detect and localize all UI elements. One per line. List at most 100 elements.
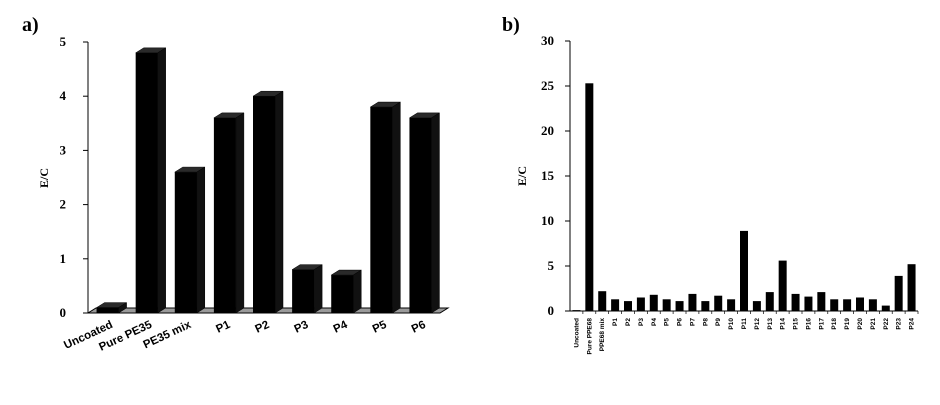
y-tick-label-b: 30 <box>541 33 554 48</box>
x-tick-label-b: P18 <box>831 318 838 330</box>
bar-front-a <box>96 307 119 313</box>
bar-b <box>894 275 903 311</box>
x-tick-label-a: P4 <box>332 319 350 336</box>
y-tick-label-b: 20 <box>541 123 554 138</box>
x-tick-label-b: P5 <box>664 318 671 326</box>
x-tick-label-b: P2 <box>625 318 632 326</box>
bar-side-a <box>196 166 206 314</box>
x-tick-label-b: P3 <box>638 318 645 326</box>
bar-side-a <box>431 112 440 314</box>
bar-side-a <box>352 269 362 314</box>
panel-label-b: b) <box>502 14 520 36</box>
bar-b <box>572 310 581 311</box>
x-tick-label-b: P6 <box>677 318 684 326</box>
x-tick-label-b: P14 <box>780 318 787 330</box>
bar-b <box>868 299 877 311</box>
bar-a <box>95 302 128 314</box>
bar-front-a <box>174 172 197 313</box>
y-tick-label-b: 15 <box>541 168 555 183</box>
bar-front-a <box>135 52 158 314</box>
x-tick-label-b: P24 <box>909 318 916 330</box>
bar-a <box>369 101 402 314</box>
x-tick-label-b: P20 <box>857 318 864 330</box>
bar-b <box>714 295 723 311</box>
bar-b <box>791 293 800 311</box>
bar-front-a <box>213 117 236 313</box>
x-tick-label-a: P6 <box>410 319 428 336</box>
bar-side-a <box>235 112 245 314</box>
panel-label-a: a) <box>22 14 39 36</box>
bar-b <box>598 291 607 311</box>
y-tick-label-a: 1 <box>60 251 67 266</box>
bar-b <box>907 264 916 311</box>
bar-b <box>830 299 839 311</box>
x-tick-label-b: P8 <box>702 318 709 326</box>
bar-a <box>408 112 441 314</box>
y-tick-label-a: 3 <box>60 142 67 157</box>
x-tick-label-b: P7 <box>689 318 696 326</box>
bar-b <box>740 230 748 311</box>
bar-b <box>727 299 736 311</box>
bar-b <box>817 292 826 311</box>
bar-a <box>291 264 323 314</box>
bar-b <box>611 299 620 311</box>
x-tick-label-b: P12 <box>754 318 761 330</box>
x-tick-label-b: PPE68 mix <box>599 318 606 352</box>
bar-b <box>881 305 890 311</box>
y-tick-label-a: 0 <box>60 305 67 320</box>
y-tick-label-b: 5 <box>548 258 555 273</box>
bar-front-a <box>253 96 275 313</box>
x-tick-label-b: P15 <box>793 318 800 330</box>
x-tick-label-b: P19 <box>844 318 851 330</box>
bar-front-a <box>409 117 432 313</box>
bar-b <box>636 297 645 311</box>
bar-b <box>752 301 761 311</box>
y-axis-label-b: E/C <box>515 166 529 186</box>
bar-b <box>675 301 684 311</box>
bar-front-a <box>370 107 393 313</box>
bar-front-a <box>292 269 315 313</box>
y-tick-label-b: 10 <box>541 213 554 228</box>
bar-side-a <box>157 47 166 314</box>
x-tick-label-b: P21 <box>870 318 877 330</box>
x-tick-label-b: P13 <box>767 318 774 330</box>
bar-a <box>134 47 167 314</box>
bar-a <box>330 269 363 314</box>
bar-side-a <box>118 302 127 314</box>
x-tick-label-b: P17 <box>818 318 825 330</box>
bar-b <box>856 297 864 311</box>
x-tick-label-b: Pure PPE68 <box>586 318 593 355</box>
bar-b <box>624 301 632 311</box>
chart-b: b) E/C 0 5 10 15 20 25 30 Uncoated Pure PPE68 PPE68… <box>502 14 919 355</box>
bar-b <box>778 260 787 311</box>
y-tick-label-a: 4 <box>60 88 67 103</box>
x-tick-label-b: P16 <box>805 318 812 330</box>
x-tick-label-b: P23 <box>896 318 903 330</box>
x-tick-label-b: P9 <box>715 318 722 326</box>
x-tick-label-b: P4 <box>651 318 658 326</box>
y-tick-label-b: 0 <box>548 303 555 318</box>
x-tick-label-b: Uncoated <box>573 318 580 348</box>
x-tick-label-a: P2 <box>253 319 271 336</box>
x-tick-label-b: P1 <box>612 318 619 326</box>
bar-side-a <box>313 264 323 314</box>
bar-a <box>252 90 284 314</box>
x-tick-label-a: P3 <box>293 319 311 336</box>
bar-a <box>213 112 245 314</box>
x-tick-label-b: P11 <box>741 318 748 330</box>
x-tick-label-a: P5 <box>371 319 389 336</box>
y-tick-label-b: 25 <box>541 78 555 93</box>
bar-b <box>804 296 813 311</box>
x-tick-label-b: P22 <box>883 318 890 330</box>
x-tick-label-a: P1 <box>214 319 232 336</box>
bar-side-a <box>274 90 284 314</box>
y-tick-label-a: 5 <box>60 34 67 49</box>
bar-b <box>649 294 658 311</box>
bar-b <box>585 83 594 311</box>
bar-b <box>662 299 671 311</box>
x-tick-label-b: P10 <box>728 318 735 330</box>
y-tick-label-a: 2 <box>60 197 67 212</box>
bar-b <box>765 292 774 311</box>
bar-b <box>701 301 710 311</box>
